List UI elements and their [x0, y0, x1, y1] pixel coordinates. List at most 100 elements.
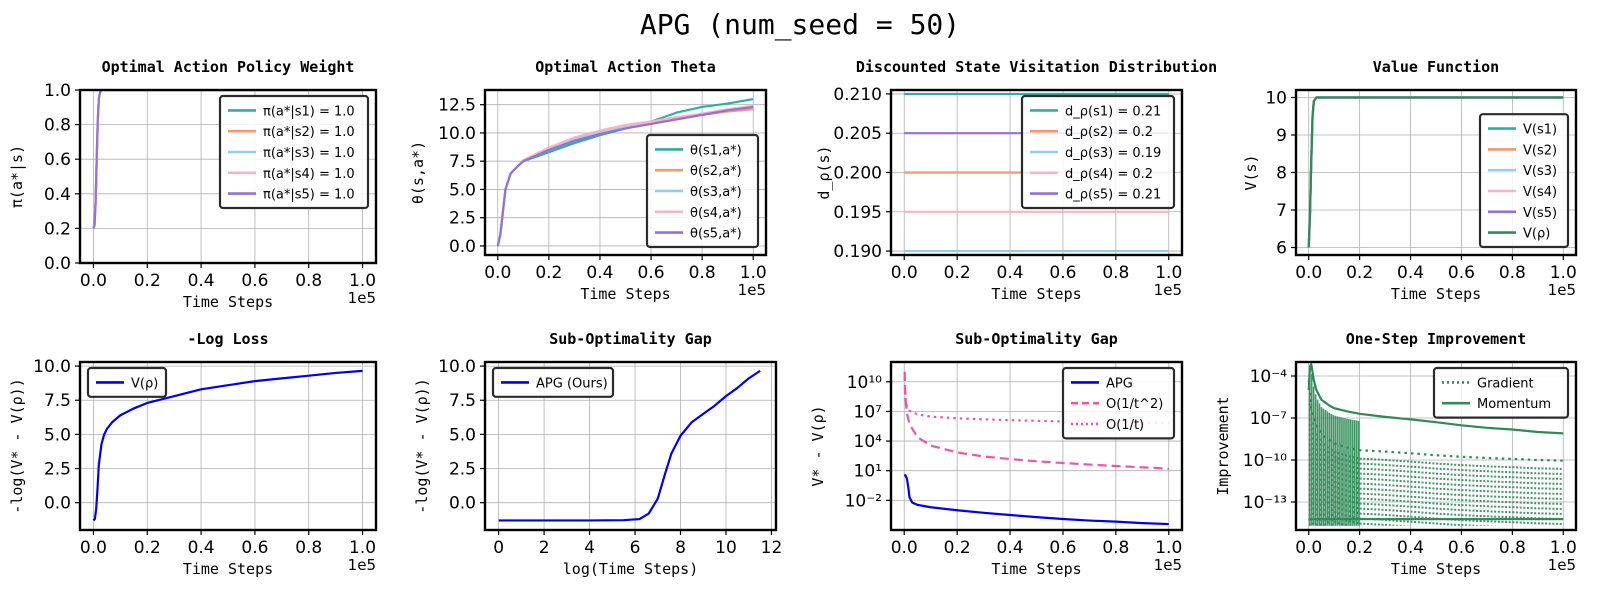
series-lines: [1307, 96, 1564, 248]
figure-title: APG (num_seed = 50): [640, 8, 960, 42]
y-tick-label: 10⁷: [854, 402, 883, 422]
y-tick-label: 2.5: [44, 460, 71, 480]
x-ticks: 0.0 0.2 0.4 0.6 0.8 1.0: [1295, 255, 1577, 283]
subplot-title: Value Function: [1373, 58, 1499, 76]
x-tick-label: 6: [630, 538, 641, 558]
x-tick-label: 2: [539, 538, 550, 558]
subplot-title: Optimal Action Policy Weight: [102, 58, 355, 76]
y-axis-label: d_ρ(s): [815, 145, 833, 199]
x-tick-label: 1.0: [1155, 538, 1182, 558]
axes-frame: [1294, 360, 1578, 532]
x-tick-label: 0.6: [1448, 263, 1475, 283]
y-tick-label: 10⁴: [854, 432, 883, 452]
series-lines: [496, 97, 754, 247]
legend: π(a*|s1) = 1.0 π(a*|s2) = 1.0 π(a*|s3) = 1…: [218, 94, 370, 210]
legend-entry: d_ρ(s1) = 0.21: [1065, 104, 1161, 119]
y-tick-label: 7.5: [44, 391, 71, 411]
legend-entry: O(1/t): [1106, 418, 1144, 433]
x-tick-label: 1.0: [740, 263, 767, 283]
x-tick-label: 0.0: [1295, 263, 1322, 283]
legend-entry: π(a*|s3) = 1.0: [263, 146, 355, 161]
series-line-1: [903, 473, 1169, 526]
x-tick-label: 0.6: [638, 263, 665, 283]
y-ticks: 0.0 2.5 5.0 7.5 10.0 12.5: [438, 96, 485, 257]
x-tick-label: 1.0: [349, 538, 376, 558]
x-axis-label: Time Steps: [991, 285, 1081, 303]
subplot-title: Optimal Action Theta: [535, 58, 716, 76]
x-axis-label: log(Time Steps): [563, 560, 698, 578]
x-tick-label: 0.6: [241, 538, 268, 558]
x-tick-label: 0.4: [586, 263, 613, 283]
y-tick-label: 2.5: [449, 209, 476, 229]
series-line-1: [498, 369, 761, 522]
x-tick-label: 10: [715, 538, 737, 558]
axes-frame: [483, 88, 768, 257]
x-ticks: 0.0 0.2 0.4 0.6 0.8 1.0: [891, 255, 1182, 283]
legend-box: [491, 366, 615, 398]
x-tick-label: 0.6: [1049, 263, 1076, 283]
legend: d_ρ(s1) = 0.21 d_ρ(s2) = 0.2 d_ρ(s3) = 0.1…: [1020, 94, 1176, 210]
x-tick-label: 0.2: [1346, 538, 1373, 558]
y-tick-label: 7.5: [449, 152, 476, 172]
series-lines: [92, 369, 363, 522]
x-tick-label: 0.6: [1049, 538, 1076, 558]
series-line-6: [1307, 96, 1564, 248]
legend-entry: APG (Ours): [536, 376, 608, 391]
series-line-1: [1307, 380, 1564, 462]
y-tick-label: 0.8: [44, 116, 71, 136]
series-lines: [903, 371, 1169, 526]
legend-entry: θ(s5,a*): [690, 227, 742, 242]
x-tick-label: 0.8: [1499, 263, 1526, 283]
y-ticks: 0.0 0.2 0.4 0.6 0.8 1.0: [44, 81, 80, 274]
y-tick-label: 10.0: [438, 124, 476, 144]
x-offset-text: 1e5: [1154, 556, 1182, 574]
x-tick-label: 0.0: [484, 263, 511, 283]
x-tick-label: 0.2: [944, 538, 971, 558]
x-tick-label: 0.2: [134, 538, 161, 558]
x-offset-text: 1e5: [1154, 281, 1182, 299]
x-axis-label: Time Steps: [183, 293, 273, 311]
y-tick-label: 0.190: [833, 242, 882, 262]
y-axis-label: -log(V* - V(ρ)): [8, 378, 26, 513]
y-axis-label: Improvement: [1214, 396, 1232, 495]
subplot-grid: 0.0 0.2 0.4 0.6 0.8 1.0 0.0 0.2 0.4 0.6 0.8 1.0 Opti…: [8, 58, 1578, 578]
x-tick-label: 0.8: [1102, 538, 1129, 558]
x-tick-label: 0.8: [1499, 538, 1526, 558]
subplot-title: Sub-Optimality Gap: [549, 330, 712, 348]
x-ticks: 0.0 0.2 0.4 0.6 0.8 1.0: [1295, 530, 1577, 558]
legend: V(ρ): [86, 366, 168, 398]
x-tick-label: 0.0: [891, 263, 918, 283]
subplot-1: 0.0 0.2 0.4 0.6 0.8 1.0 0.0 0.2 0.4 0.6 0.8 1.0 Opti…: [8, 58, 378, 311]
legend-entry: V(ρ): [131, 376, 158, 391]
legend-entry: π(a*|s1) = 1.0: [263, 104, 355, 119]
x-tick-label: 0.2: [1346, 263, 1373, 283]
x-tick-label: 8: [675, 538, 686, 558]
y-tick-label: 10⁻¹³: [1243, 493, 1287, 513]
y-tick-label: 10¹: [854, 462, 882, 482]
x-axis-label: Time Steps: [580, 285, 670, 303]
legend-entry: d_ρ(s5) = 0.21: [1065, 188, 1161, 203]
y-tick-label: 0.0: [449, 494, 476, 514]
y-ticks: 10⁻¹³ 10⁻¹⁰ 10⁻⁷ 10⁻⁴: [1243, 367, 1296, 513]
y-tick-label: 0.0: [44, 254, 71, 274]
legend-entry: V(ρ): [1523, 227, 1550, 242]
axes-frame: [78, 360, 378, 532]
x-tick-label: 1.0: [1155, 263, 1182, 283]
subplot-title: -Log Loss: [187, 330, 268, 348]
x-tick-label: 0.0: [1295, 538, 1322, 558]
legend-entry: θ(s3,a*): [690, 185, 742, 200]
x-tick-label: 0.4: [188, 271, 215, 291]
subplot-2: 0.0 0.2 0.4 0.6 0.8 1.0 0.0 2.5 5.0 7.5 10.0 12.5 Op…: [409, 58, 768, 303]
legend-entry: θ(s1,a*): [690, 143, 742, 158]
x-tick-label: 4: [584, 538, 595, 558]
legend-entry: π(a*|s4) = 1.0: [263, 167, 355, 182]
x-axis-label: Time Steps: [183, 560, 273, 578]
y-tick-label: 5.0: [449, 425, 476, 445]
x-tick-label: 1.0: [349, 271, 376, 291]
legend: θ(s1,a*) θ(s2,a*) θ(s3,a*) θ(s4,a*) θ(s5,a*): [645, 133, 760, 249]
y-axis-label: -log(V* - V(ρ)): [413, 378, 431, 513]
x-axis-label: Time Steps: [991, 560, 1081, 578]
y-tick-label: 0.205: [833, 124, 882, 144]
y-tick-label: 2.5: [449, 460, 476, 480]
